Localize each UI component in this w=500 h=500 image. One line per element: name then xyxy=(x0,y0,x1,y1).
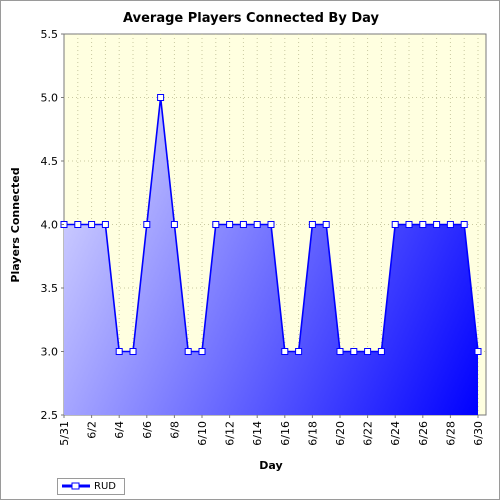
chart-title: Average Players Connected By Day xyxy=(123,11,379,26)
data-point xyxy=(446,221,454,228)
data-point xyxy=(74,221,82,228)
x-tick-label: 6/20 xyxy=(334,421,347,446)
y-tick-labels: 2.5 3.0 3.5 4.0 4.5 5.0 5.5 xyxy=(41,28,64,422)
data-point xyxy=(405,221,413,228)
x-tick-labels: 5/31 6/2 6/4 6/6 6/8 6/10 6/12 6/14 6/16 6/18 6/20… xyxy=(58,415,485,446)
y-tick-label: 3.0 xyxy=(41,346,59,359)
area-layer xyxy=(64,97,478,415)
data-point xyxy=(460,221,468,228)
data-point xyxy=(336,348,344,355)
y-tick-label: 5.5 xyxy=(41,28,59,41)
x-tick-label: 6/4 xyxy=(113,421,126,439)
x-tick-label: 6/12 xyxy=(224,421,237,446)
data-point xyxy=(115,348,123,355)
data-point xyxy=(419,221,427,228)
x-tick-label: 6/16 xyxy=(279,421,292,446)
x-tick-label: 5/31 xyxy=(58,421,71,446)
y-tick-label: 4.0 xyxy=(41,219,59,232)
x-axis-label: Day xyxy=(259,459,282,472)
data-point xyxy=(88,221,96,228)
data-point xyxy=(308,221,316,228)
y-tick-label: 4.5 xyxy=(41,155,59,168)
data-point xyxy=(391,221,399,228)
legend: RUD xyxy=(57,478,125,495)
data-point xyxy=(101,221,109,228)
series-area-rud xyxy=(64,97,478,415)
data-point xyxy=(157,94,165,101)
data-point xyxy=(129,348,137,355)
data-point xyxy=(253,221,261,228)
data-point xyxy=(322,221,330,228)
x-tick-label: 6/18 xyxy=(306,421,319,446)
legend-label: RUD xyxy=(94,481,116,492)
x-tick-label: 6/8 xyxy=(168,421,181,439)
x-tick-label: 6/10 xyxy=(196,421,209,446)
x-tick-label: 6/2 xyxy=(86,421,99,439)
data-point xyxy=(184,348,192,355)
y-tick-label: 5.0 xyxy=(41,92,59,105)
legend-swatch-icon xyxy=(62,482,90,490)
x-tick-label: 6/30 xyxy=(472,421,485,446)
data-point xyxy=(170,221,178,228)
data-point xyxy=(350,348,358,355)
data-point xyxy=(281,348,289,355)
y-axis-label: Players Connected xyxy=(9,167,22,282)
data-point xyxy=(198,348,206,355)
data-point xyxy=(474,348,482,355)
data-point xyxy=(226,221,234,228)
x-tick-label: 6/26 xyxy=(417,421,430,446)
x-tick-label: 6/28 xyxy=(444,421,457,446)
data-point xyxy=(267,221,275,228)
data-point xyxy=(433,221,441,228)
x-tick-label: 6/24 xyxy=(389,421,402,446)
x-tick-label: 6/6 xyxy=(141,421,154,439)
data-point xyxy=(377,348,385,355)
y-tick-label: 2.5 xyxy=(41,409,59,422)
x-tick-label: 6/14 xyxy=(251,421,264,446)
x-tick-label: 6/22 xyxy=(362,421,375,446)
data-point xyxy=(143,221,151,228)
data-point xyxy=(295,348,303,355)
y-tick-label: 3.5 xyxy=(41,282,59,295)
data-point xyxy=(239,221,247,228)
data-point xyxy=(212,221,220,228)
data-point xyxy=(364,348,372,355)
